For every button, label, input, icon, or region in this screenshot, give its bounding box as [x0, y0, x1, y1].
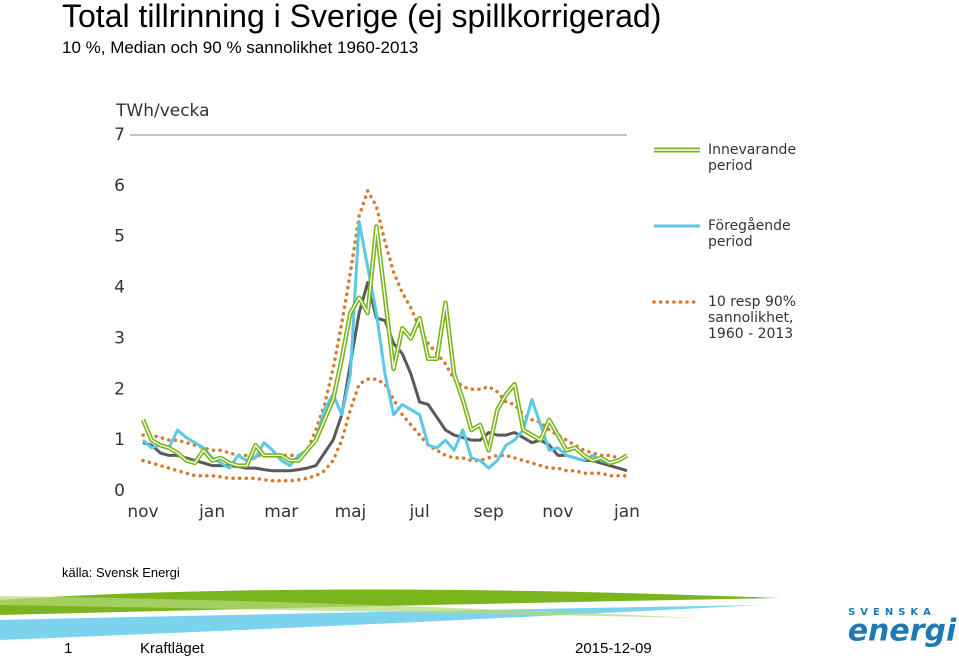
legend-label: 10 resp 90% sannolikhet, 1960 - 2013: [708, 294, 797, 342]
legend-label: Föregående period: [708, 218, 791, 250]
series-line: [141, 186, 629, 463]
x-tick-label: sep: [474, 502, 504, 522]
x-tick-label: nov: [127, 502, 158, 522]
x-tick-label: mar: [264, 502, 298, 522]
legend-entry: 10 resp 90% sannolikhet, 1960 - 2013: [652, 294, 812, 342]
logo-top: SVENSKA: [848, 607, 936, 618]
y-tick-label: 5: [114, 227, 125, 247]
legend: Innevarande period Föregående period 10 re…: [652, 142, 812, 386]
x-tick-label: jan: [198, 502, 225, 522]
logo-bottom: energi: [848, 614, 957, 649]
y-tick-label: 7: [114, 125, 125, 145]
x-tick-label: nov: [542, 502, 573, 522]
y-tick-label: 2: [114, 379, 125, 399]
x-tick-label: maj: [335, 502, 367, 522]
y-tick-label: 4: [114, 278, 125, 298]
page-number: 1: [64, 640, 73, 657]
source: källa: Svensk Energi: [62, 565, 180, 580]
legend-entry: Föregående period: [652, 218, 812, 250]
legend-entry: Innevarande period: [652, 142, 812, 174]
x-tick-label: jul: [408, 502, 429, 522]
date: 2015-12-09: [575, 640, 652, 657]
y-tick-label: 0: [114, 481, 125, 501]
section: Kraftläget: [140, 640, 205, 657]
y-tick-label: 1: [114, 430, 125, 450]
y-axis-label: TWh/vecka: [115, 101, 210, 121]
series-line: [141, 220, 628, 470]
legend-swatch: [652, 300, 702, 304]
series-line: [141, 377, 629, 483]
legend-swatch: [654, 224, 700, 228]
series-line-inner: [142, 225, 628, 467]
y-tick-label: 3: [114, 328, 125, 348]
x-tick-label: jan: [613, 502, 640, 522]
title: Total tillrinning i Sverige (ej spillkor…: [62, 0, 662, 34]
legend-label: Innevarande period: [708, 142, 797, 174]
y-tick-label: 6: [114, 176, 125, 196]
subtitle: 10 %, Median och 90 % sannolikhet 1960-2…: [62, 38, 419, 57]
legend-swatch: [654, 147, 700, 153]
swoosh: [0, 596, 700, 618]
swoosh: [0, 589, 780, 615]
